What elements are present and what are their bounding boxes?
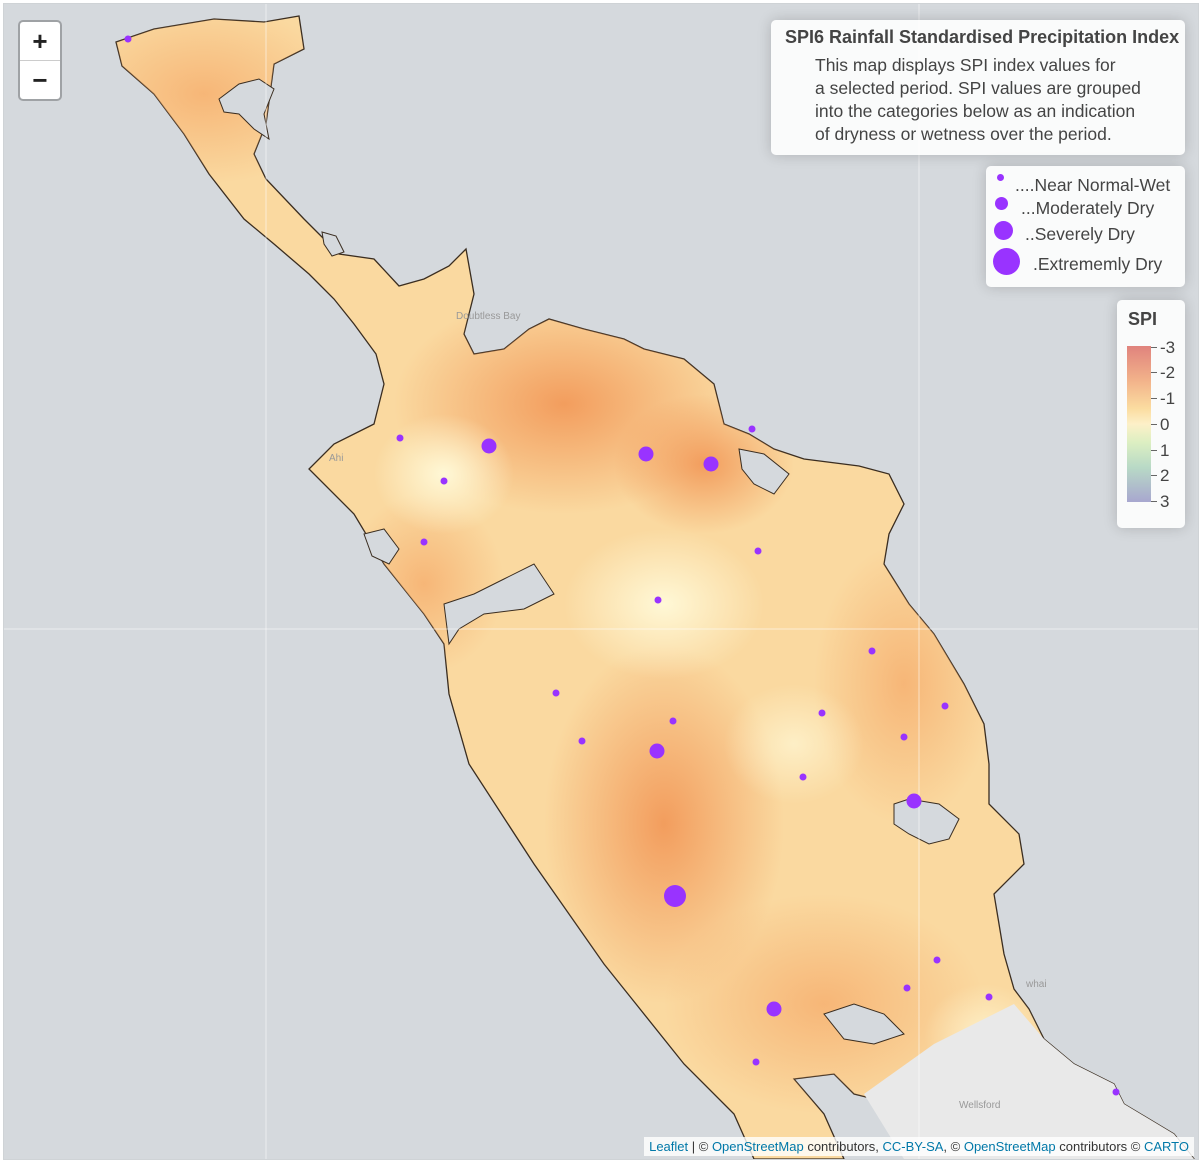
station-marker[interactable] <box>420 538 428 546</box>
attribution-text: contributors © <box>1055 1139 1144 1154</box>
cc-by-sa-link[interactable]: CC-BY-SA <box>882 1139 944 1154</box>
attribution-text: | © <box>688 1139 712 1154</box>
legend-dot-near-normal <box>997 174 1004 181</box>
station-markers <box>124 35 1120 1096</box>
station-marker[interactable] <box>638 446 654 462</box>
legend-label-severely-dry: ..Severely Dry <box>1025 224 1135 244</box>
houhora-inlet <box>321 231 345 257</box>
map-layer <box>4 4 1198 1159</box>
station-marker[interactable] <box>903 984 911 992</box>
station-marker[interactable] <box>654 596 662 604</box>
station-marker[interactable] <box>552 689 560 697</box>
station-marker[interactable] <box>481 438 497 454</box>
legend-dot-severely-dry <box>994 221 1013 240</box>
info-line: of dryness or wetness over the period. <box>815 124 1112 144</box>
map-canvas[interactable]: Doubtless Bay Wellsford Ahi whai + − SPI… <box>3 3 1199 1160</box>
station-marker[interactable] <box>818 709 826 717</box>
legend-dot-moderately-dry <box>995 197 1008 210</box>
spi-color-ramp <box>1127 346 1151 502</box>
auckland-land <box>864 1004 1194 1159</box>
osm-link[interactable]: OpenStreetMap <box>711 1139 804 1154</box>
info-line: This map displays SPI index values for <box>815 55 1116 75</box>
station-marker[interactable] <box>649 743 665 759</box>
legend-dot-extremely-dry <box>993 248 1020 275</box>
spi-legend-title: SPI <box>1128 309 1158 329</box>
spi-tick-label: 1 <box>1160 441 1170 460</box>
station-marker[interactable] <box>1112 1088 1120 1096</box>
hokianga-harbour <box>363 528 400 565</box>
station-marker[interactable] <box>754 547 762 555</box>
spi-tick-label: 0 <box>1160 415 1170 434</box>
spi-tick-label: -3 <box>1160 338 1176 357</box>
zoom-control: + − <box>18 20 62 101</box>
place-label-ahi: Ahi <box>329 453 344 464</box>
attribution-text: , © <box>943 1139 964 1154</box>
legend-label-extremely-dry: .Extrememly Dry <box>1033 254 1163 274</box>
station-marker[interactable] <box>748 425 756 433</box>
place-label-wellsford: Wellsford <box>959 1100 1001 1111</box>
attribution-text: contributors, <box>803 1139 883 1154</box>
station-marker[interactable] <box>440 477 448 485</box>
place-label-whai: whai <box>1026 979 1047 990</box>
spi-tick-label: 3 <box>1160 492 1170 511</box>
station-marker[interactable] <box>396 434 404 442</box>
station-marker[interactable] <box>578 737 586 745</box>
info-line: a selected period. SPI values are groupe… <box>815 78 1141 98</box>
station-marker[interactable] <box>766 1001 782 1017</box>
station-marker[interactable] <box>868 647 876 655</box>
marker-size-legend: ....Near Normal-Wet ...Moderately Dry ..… <box>986 166 1185 287</box>
leaflet-link[interactable]: Leaflet <box>649 1139 689 1154</box>
zoom-in-button[interactable]: + <box>32 25 48 56</box>
info-line: into the categories below as an indicati… <box>815 101 1136 121</box>
place-label-doubtless-bay: Doubtless Bay <box>456 311 521 322</box>
kaipara-south-inlet <box>823 1003 905 1045</box>
legend-label-near-normal: ....Near Normal-Wet <box>1015 175 1171 195</box>
kaipara-harbour <box>443 563 555 646</box>
spi-tick-label: 2 <box>1160 466 1170 485</box>
station-marker[interactable] <box>933 956 941 964</box>
station-marker[interactable] <box>752 1058 760 1066</box>
carto-link[interactable]: CARTO <box>1143 1139 1189 1154</box>
spi-tick-label: -2 <box>1160 363 1176 382</box>
map-attribution: Leaflet | © OpenStreetMap contributors, … <box>644 1137 1194 1156</box>
legend-label-moderately-dry: ...Moderately Dry <box>1021 198 1155 218</box>
station-marker[interactable] <box>900 733 908 741</box>
station-marker[interactable] <box>985 993 993 1001</box>
station-marker[interactable] <box>703 456 719 472</box>
osm-link[interactable]: OpenStreetMap <box>963 1139 1056 1154</box>
spi-color-legend: SPI -3 -2 -1 0 1 2 3 <box>1117 300 1185 528</box>
station-marker[interactable] <box>799 773 807 781</box>
station-marker[interactable] <box>941 702 949 710</box>
info-title: SPI6 Rainfall Standardised Precipitation… <box>785 27 1180 47</box>
station-marker[interactable] <box>124 35 132 43</box>
info-panel: SPI6 Rainfall Standardised Precipitation… <box>771 20 1185 155</box>
station-marker[interactable] <box>669 717 677 725</box>
spi-tick-label: -1 <box>1160 389 1176 408</box>
zoom-out-button[interactable]: − <box>20 60 60 99</box>
station-marker[interactable] <box>664 885 686 907</box>
station-marker[interactable] <box>906 793 922 809</box>
bay-of-islands <box>738 448 790 495</box>
